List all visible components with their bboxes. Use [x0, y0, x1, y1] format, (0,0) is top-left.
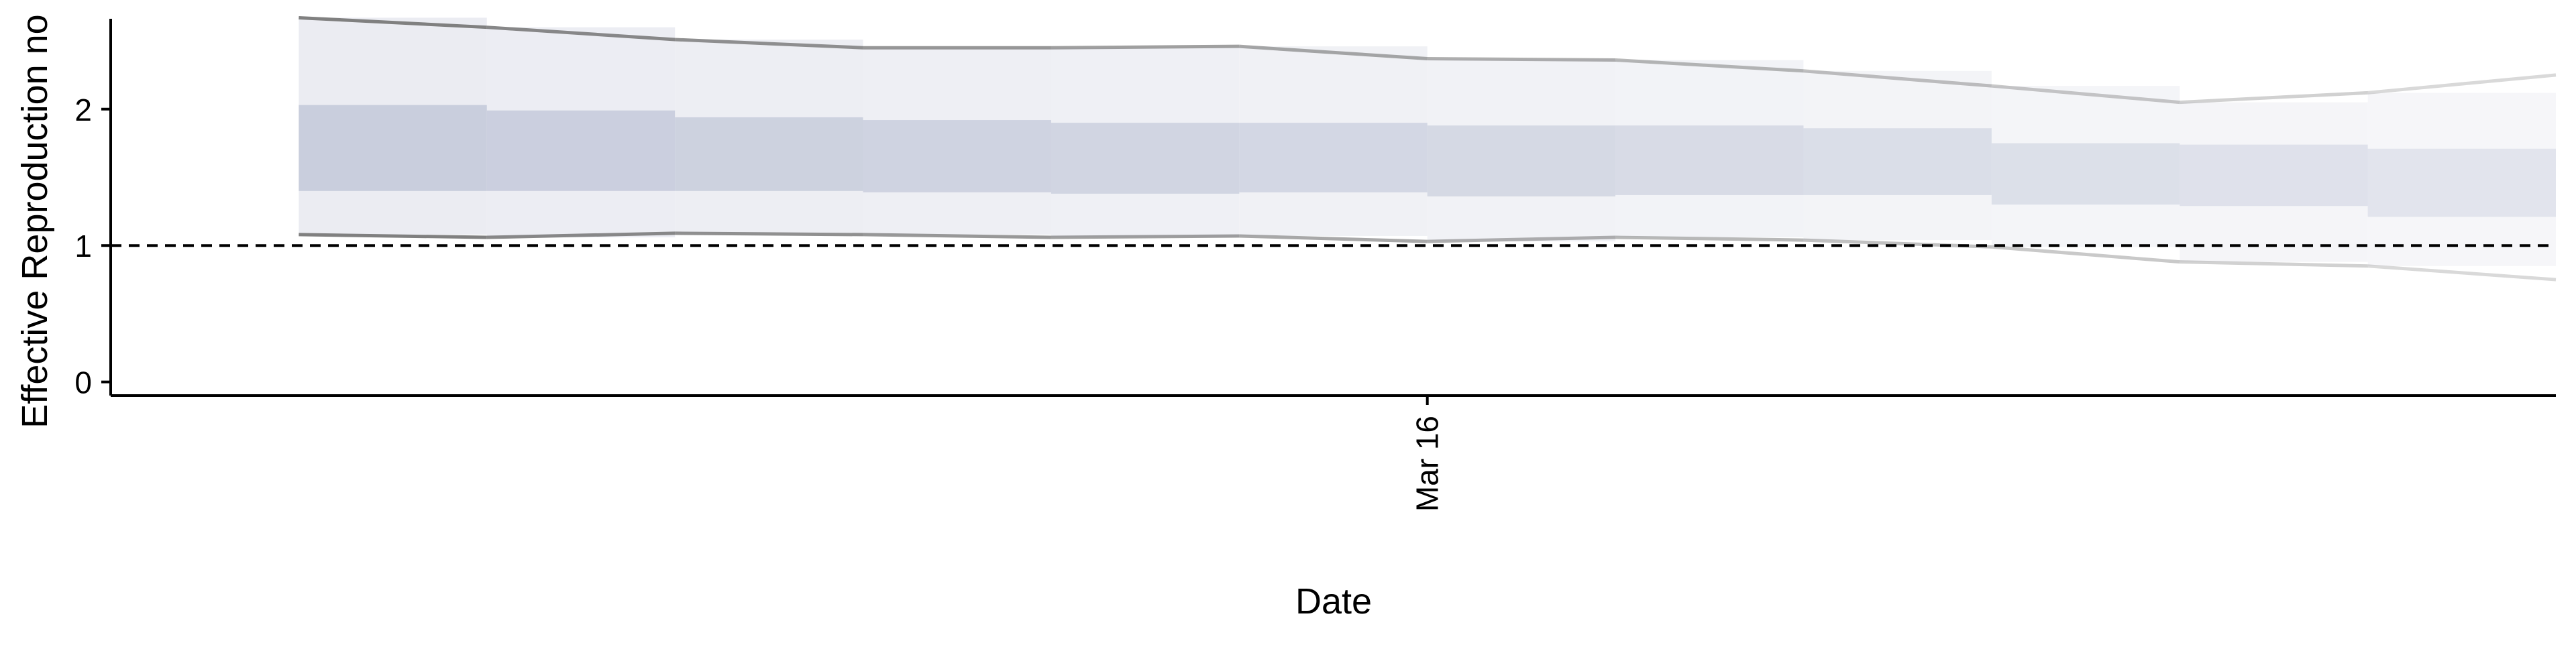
band-50-segment — [2367, 148, 2556, 217]
bound-upper-segment — [1239, 44, 1428, 60]
bound-upper-segment — [1991, 84, 2180, 105]
bound-lower-segment — [486, 231, 676, 239]
band-50-segment — [299, 105, 487, 191]
bound-lower-segment — [1615, 235, 1804, 242]
bound-upper-segment — [675, 38, 863, 50]
y-tick-label: 2 — [74, 93, 92, 127]
band-50-segment — [1427, 125, 1616, 196]
band-50-segment — [486, 110, 676, 191]
band-90-segment — [2367, 93, 2556, 266]
bound-lower-segment — [2180, 260, 2368, 268]
band-50-segment — [1991, 143, 2180, 205]
bound-upper-segment — [486, 25, 676, 42]
bound-upper-segment — [2180, 91, 2368, 105]
y-axis-title: Effective Reproduction no — [15, 14, 55, 428]
plot-area — [111, 15, 2557, 282]
band-50-segment — [1051, 123, 1240, 194]
bound-lower-segment — [675, 231, 863, 237]
bound-upper-segment — [299, 15, 487, 30]
bound-lower-segment — [299, 233, 487, 239]
band-50-segment — [675, 117, 863, 191]
x-axis-title: Date — [1295, 581, 1372, 622]
band-50-segment — [1615, 125, 1804, 195]
bound-lower-segment — [863, 233, 1051, 239]
y-ticks: 0 1 2 — [74, 93, 111, 400]
x-tick-label: Mar 16 — [1410, 416, 1445, 512]
bound-lower-segment — [1991, 245, 2180, 264]
bound-lower-segment — [1239, 234, 1428, 243]
bound-upper-segment — [1427, 56, 1616, 62]
band-50-segment — [863, 120, 1051, 192]
axes: 0 1 2 Mar 16 Effective Reproduction no Dat… — [15, 14, 2556, 622]
bound-upper-segment — [2367, 73, 2557, 95]
bound-upper-segment — [1803, 69, 1992, 88]
y-tick-label: 1 — [74, 229, 92, 263]
bound-upper-segment — [1051, 44, 1240, 50]
bound-lower-segment — [2367, 264, 2557, 282]
band-50-segment — [1803, 128, 1992, 195]
band-50-segment — [2180, 144, 2368, 207]
bound-lower-segment — [1427, 235, 1616, 243]
bound-upper-segment — [1615, 58, 1804, 73]
y-tick-label: 0 — [74, 365, 92, 400]
band-50-segment — [1239, 123, 1428, 192]
x-ticks: Mar 16 — [1410, 396, 1445, 512]
bound-lower-segment — [1051, 234, 1240, 239]
